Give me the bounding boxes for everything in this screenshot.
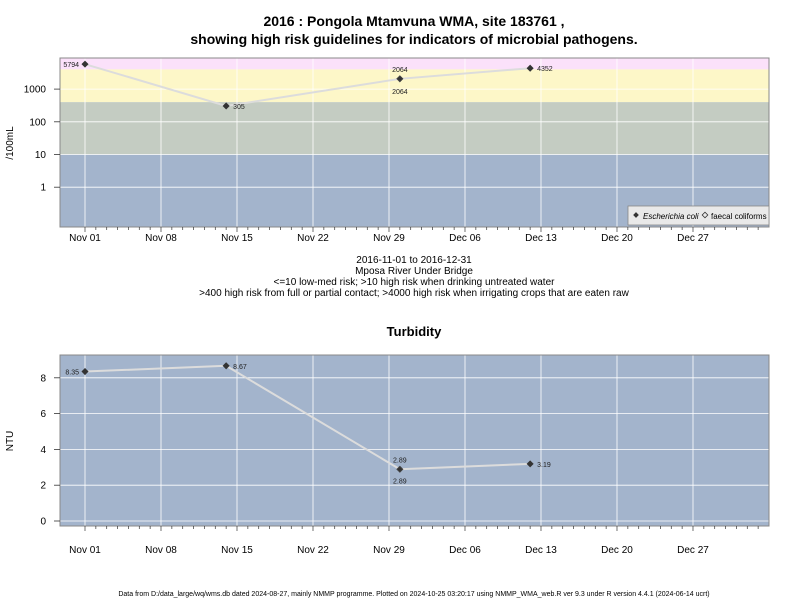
turbidity-chart: 0 2 4 6 8 Nov 01 Nov 08 Nov 15 Nov 22 Nov 29 Dec … [5,354,770,556]
data-label: 5794 [63,62,79,69]
legend: Escherichia coli faecal coliforms [627,205,770,226]
x-tick-label: Nov 01 [69,233,101,244]
data-point [222,362,230,370]
y-tick-label: 1000 [24,85,47,96]
chart-title-line2: showing high risk guidelines for indicat… [190,31,637,47]
x-tick-label: Dec 13 [525,233,557,244]
site-name: Mposa River Under Bridge [355,266,473,277]
x-tick-label: Dec 20 [601,233,633,244]
series-line [84,364,531,471]
data-label: 305 [233,104,245,111]
x-tick-label: Dec 13 [525,545,557,556]
legend-marker-faecal-coliforms [701,211,709,219]
chart-title-line1: 2016 : Pongola Mtamvuna WMA, site 183761… [263,13,564,29]
data-point [396,75,404,83]
guideline-note-1: <=10 low-med risk; >10 high risk when dr… [274,277,556,288]
x-tick-label: Nov 08 [145,545,177,556]
x-tick-label: Nov 15 [221,233,253,244]
guideline-note-2: >400 high risk from full or partial cont… [199,288,629,299]
x-tick-label: Nov 29 [373,233,405,244]
data-label: 4352 [537,66,553,73]
y-tick-label: 4 [40,445,46,456]
data-label: 2064 [392,67,408,74]
x-axis: Nov 01 Nov 08 Nov 15 Nov 22 Nov 29 Dec 06 Dec … [69,526,759,556]
plot-background [60,355,769,526]
footer-note: Data from D:/data_large/wq/wms.db dated … [118,591,709,598]
y-axis-label: /100mL [5,126,16,160]
y-tick-label: 100 [29,117,46,128]
x-tick-label: Nov 01 [69,545,101,556]
data-point [526,460,534,468]
band-very-high-risk [60,58,769,70]
y-tick-label: 1 [40,183,46,194]
x-tick-label: Nov 29 [373,545,405,556]
data-point [526,64,534,72]
data-point [396,465,404,473]
legend-label-faecal-coliforms: faecal coliforms [711,212,767,221]
gridlines [60,355,769,526]
band-high-risk [60,69,769,103]
y-axis-label: NTU [5,431,16,452]
x-tick-label: Dec 27 [677,545,709,556]
y-axis: 0 2 4 6 8 [40,373,60,528]
x-tick-label: Dec 06 [449,233,481,244]
x-tick-label: Nov 22 [297,233,329,244]
data-label: 2.89 [393,478,407,485]
series-e-coli: 5794 305 2064 4352 2064 [63,60,553,111]
data-point-secondary [396,465,404,473]
data-label: 2064 [392,89,408,96]
x-tick-label: Nov 15 [221,545,253,556]
x-tick-label: Dec 20 [601,545,633,556]
y-tick-label: 0 [40,517,46,528]
pathogen-chart: 1 10 100 1000 Nov 01 Nov 08 Nov 15 Nov 22 Nov 2… [5,57,770,244]
data-point [222,102,230,110]
caption: 2016-11-01 to 2016-12-31 Mposa River Und… [199,255,629,299]
x-axis: Nov 01 Nov 08 Nov 15 Nov 22 Nov 29 Dec 06 Dec … [69,227,759,244]
turbidity-title: Turbidity [387,324,442,339]
y-tick-label: 8 [40,373,46,384]
band-medium-risk [60,102,769,155]
x-tick-label: Nov 22 [297,545,329,556]
y-axis: 1 10 100 1000 [24,85,60,194]
data-label: 2.89 [393,457,407,464]
risk-bands [60,58,769,227]
plot-border [59,354,770,527]
gridlines [60,58,769,227]
plot-border [59,57,770,228]
series-turbidity: 8.35 8.67 2.89 3.19 2.89 [65,362,551,485]
date-range: 2016-11-01 to 2016-12-31 [356,255,472,266]
series-line [84,63,531,107]
data-label: 8.67 [233,364,247,371]
data-label: 3.19 [537,462,551,469]
x-tick-label: Dec 06 [449,545,481,556]
legend-label-e-coli: Escherichia coli [643,212,699,221]
legend-box [627,205,770,226]
y-tick-label: 6 [40,409,46,420]
data-point-secondary [396,75,404,83]
legend-marker-e-coli [633,212,639,218]
y-tick-label: 2 [40,481,46,492]
x-tick-label: Nov 08 [145,233,177,244]
data-label: 8.35 [65,370,79,377]
x-tick-label: Dec 27 [677,233,709,244]
y-tick-label: 10 [35,150,47,161]
data-point [81,367,89,376]
